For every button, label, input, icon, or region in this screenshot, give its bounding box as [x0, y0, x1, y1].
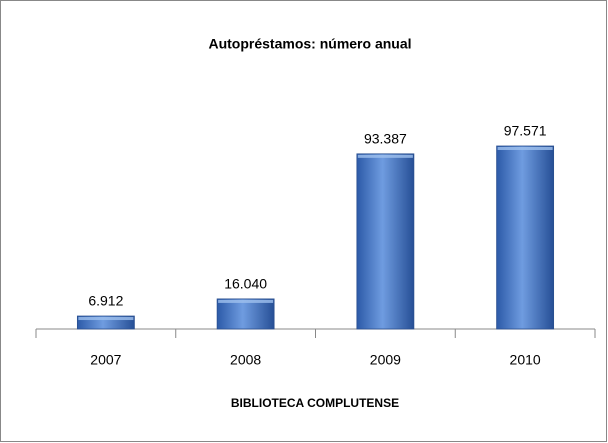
x-tick-label: 2009 [370, 352, 401, 368]
bar [496, 145, 555, 330]
bar [216, 298, 275, 330]
value-label: 97.571 [504, 123, 547, 139]
bar-highlight [78, 317, 134, 321]
bar-highlight [497, 147, 553, 150]
value-label: 6.912 [88, 293, 123, 309]
bar-highlight [357, 154, 413, 158]
value-label: 93.387 [364, 131, 407, 147]
bar-highlight [218, 299, 274, 303]
x-tick-label: 2007 [90, 352, 121, 368]
x-tick-label: 2008 [230, 352, 261, 368]
x-tick-label: 2010 [510, 352, 541, 368]
bar [356, 153, 415, 330]
value-label: 16.040 [224, 276, 267, 292]
x-axis-title: BIBLIOTECA COMPLUTENSE [231, 396, 399, 410]
chart-title: Autopréstamos: número anual [208, 36, 411, 52]
